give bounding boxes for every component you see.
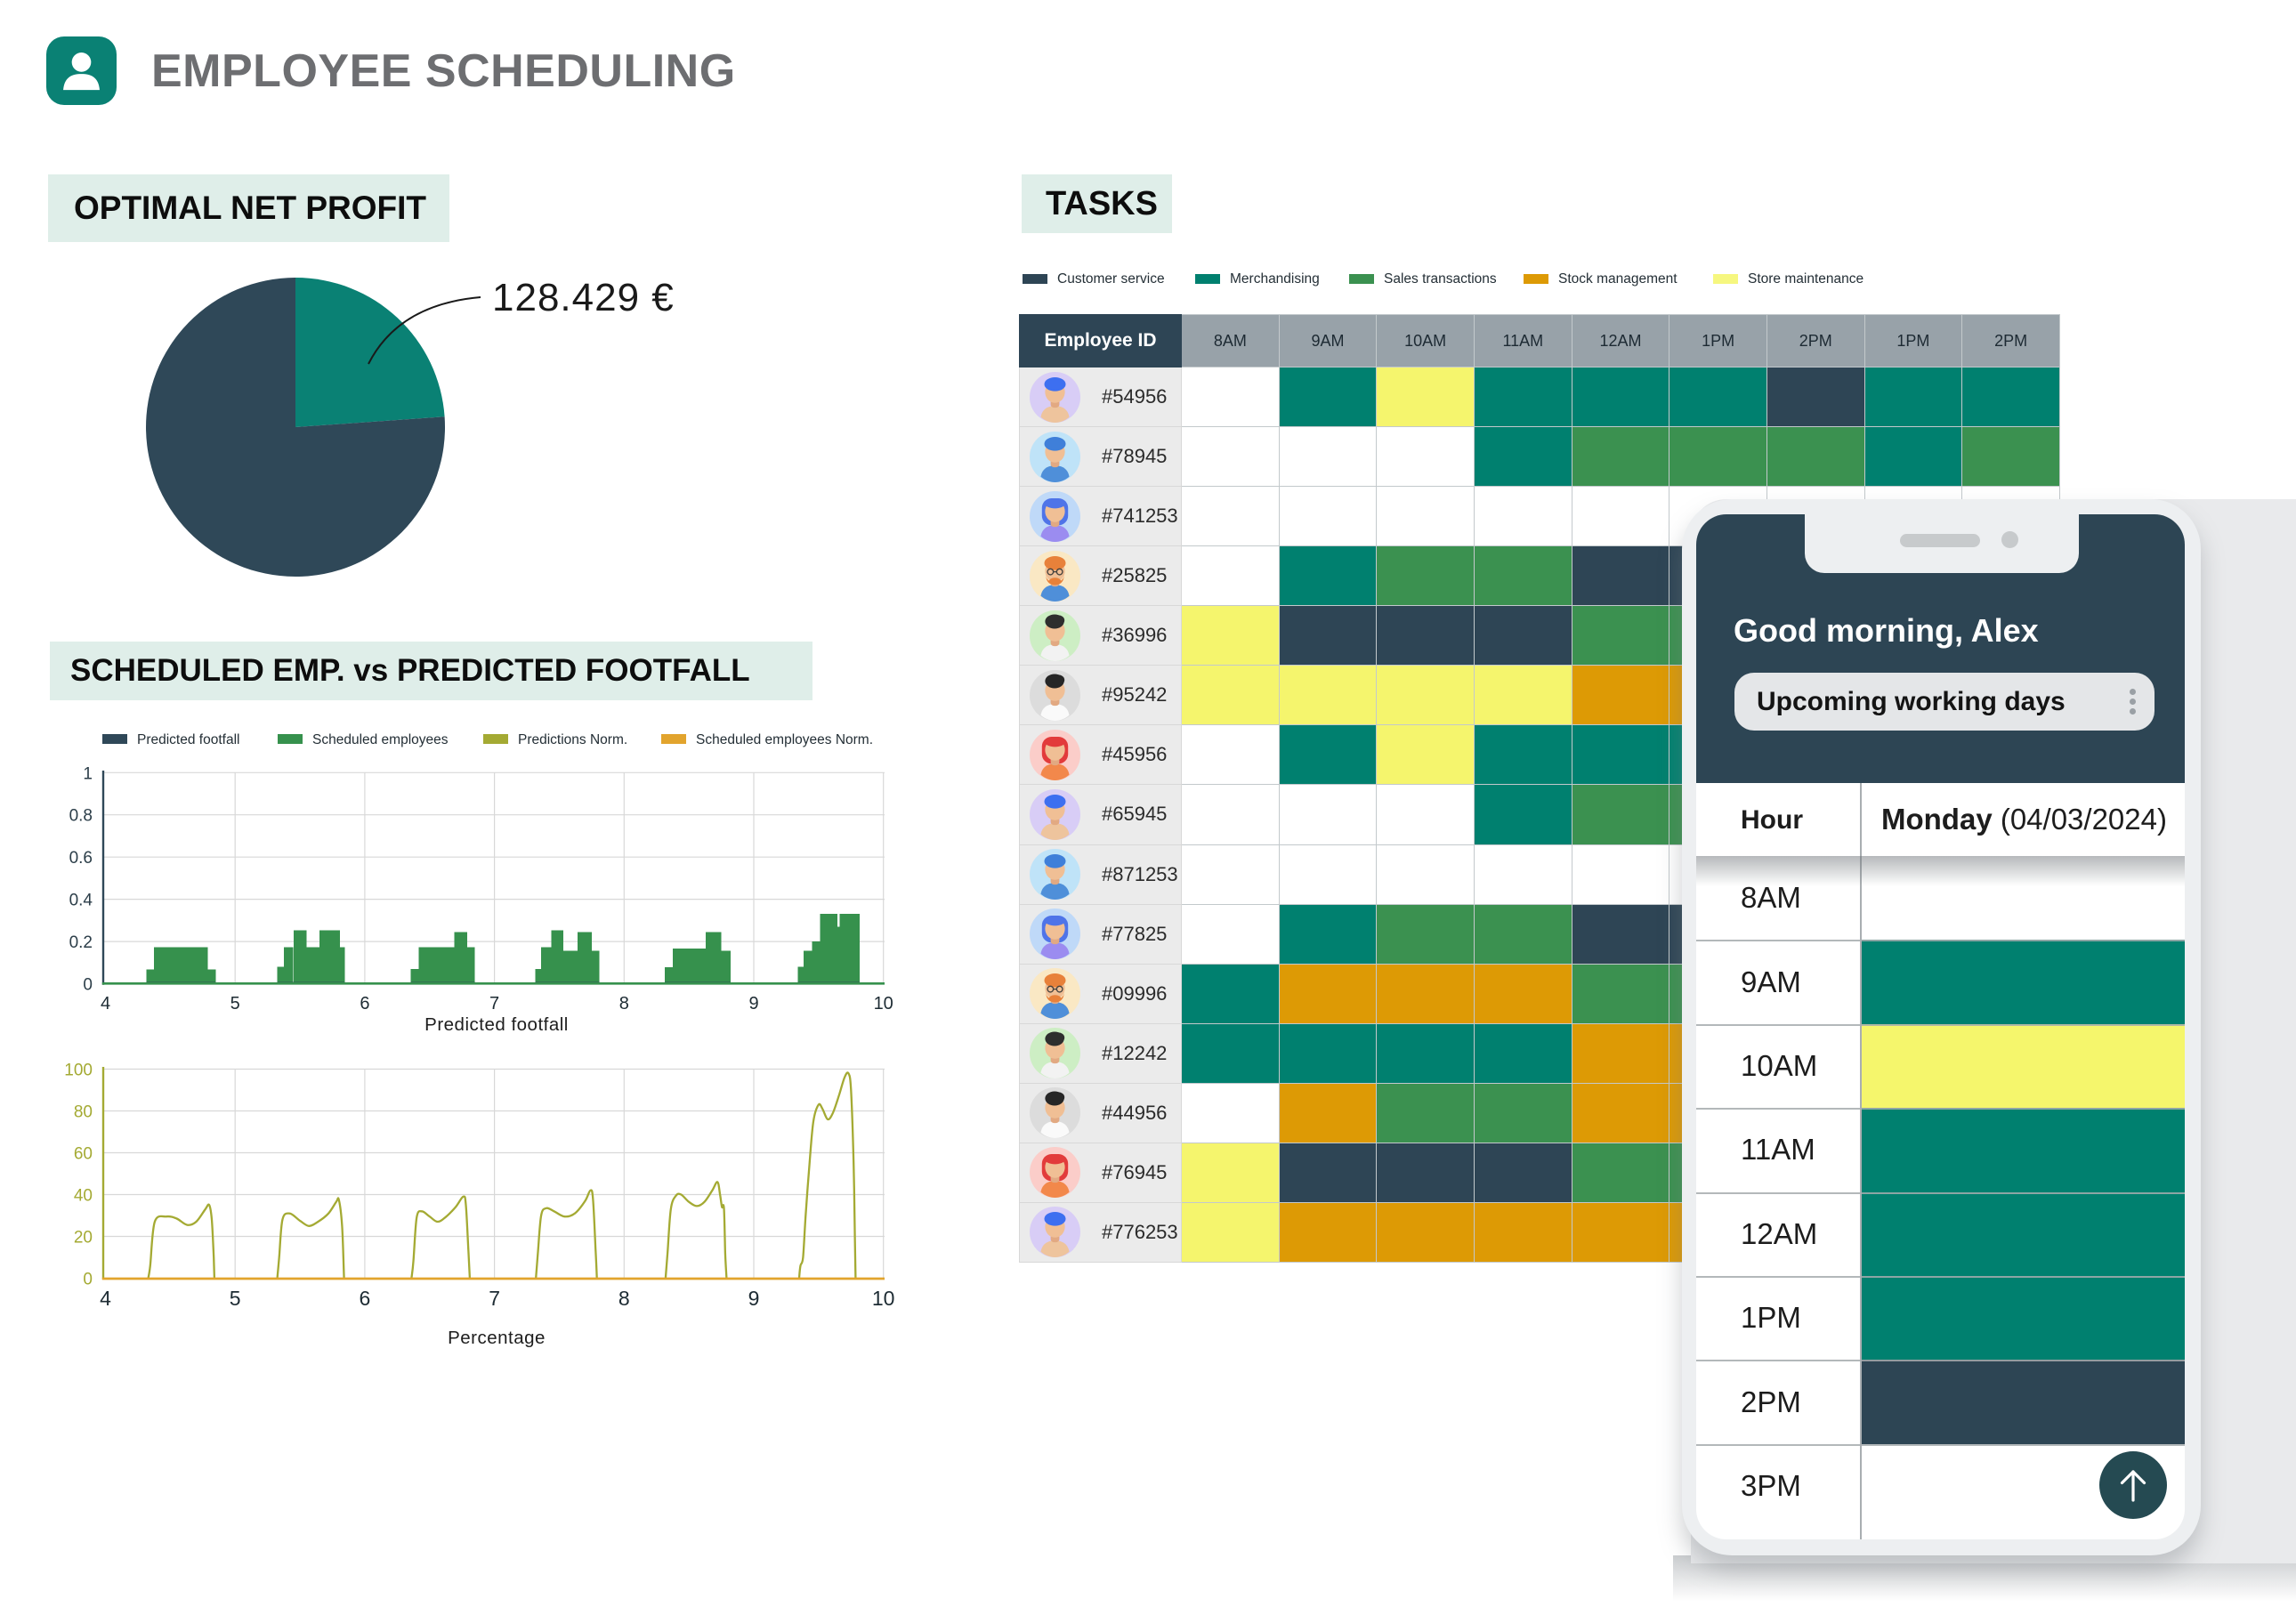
svg-text:Scheduled employees: Scheduled employees <box>312 732 449 747</box>
svg-text:0.2: 0.2 <box>69 933 93 952</box>
svg-text:60: 60 <box>74 1145 93 1164</box>
svg-text:80: 80 <box>74 1103 93 1122</box>
svg-text:Percentage: Percentage <box>448 1328 546 1348</box>
svg-text:Scheduled employees Norm.: Scheduled employees Norm. <box>696 732 873 747</box>
svg-text:10: 10 <box>872 1287 895 1310</box>
svg-text:40: 40 <box>74 1187 93 1206</box>
svg-text:9: 9 <box>748 1287 760 1310</box>
svg-text:Predictions Norm.: Predictions Norm. <box>518 732 627 747</box>
svg-text:6: 6 <box>360 1287 371 1310</box>
svg-text:20: 20 <box>74 1229 93 1248</box>
svg-text:9: 9 <box>748 994 758 1013</box>
svg-text:Predicted footfall: Predicted footfall <box>424 1014 569 1035</box>
svg-text:0: 0 <box>83 976 93 995</box>
svg-text:128.429 €: 128.429 € <box>492 276 675 319</box>
svg-text:5: 5 <box>230 1287 241 1310</box>
svg-text:4: 4 <box>100 1287 111 1310</box>
svg-text:4: 4 <box>101 994 110 1013</box>
svg-text:0.6: 0.6 <box>69 849 93 868</box>
svg-text:0.8: 0.8 <box>69 807 93 826</box>
svg-text:8: 8 <box>619 994 629 1013</box>
svg-text:100: 100 <box>64 1062 93 1080</box>
svg-text:6: 6 <box>360 994 369 1013</box>
svg-text:8: 8 <box>618 1287 630 1310</box>
svg-text:10: 10 <box>874 994 893 1013</box>
svg-text:Predicted footfall: Predicted footfall <box>137 732 239 747</box>
svg-text:1: 1 <box>83 764 93 783</box>
svg-text:5: 5 <box>230 994 240 1013</box>
svg-text:0: 0 <box>83 1271 93 1289</box>
svg-text:7: 7 <box>489 1287 500 1310</box>
svg-text:0.4: 0.4 <box>69 892 93 910</box>
svg-text:7: 7 <box>489 994 499 1013</box>
